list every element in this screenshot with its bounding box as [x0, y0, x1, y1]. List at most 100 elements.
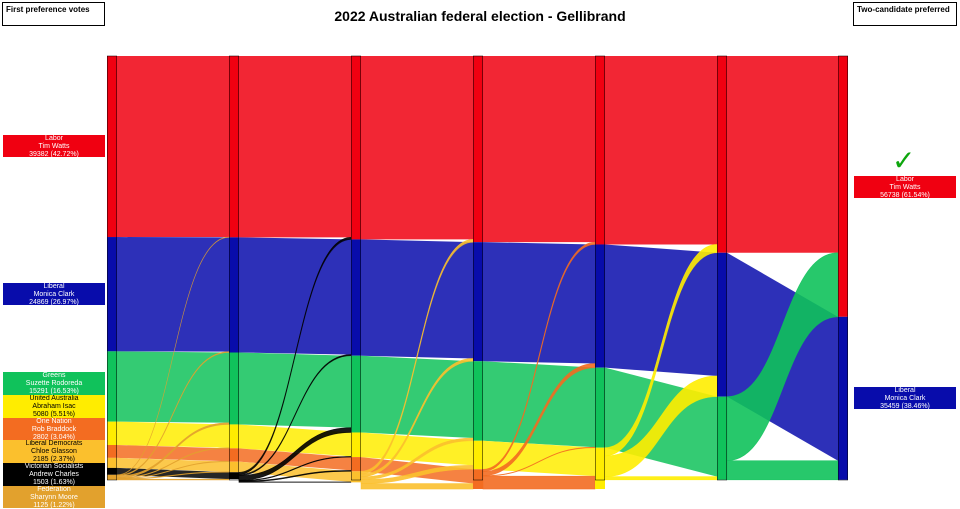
carry-band-greens-1 [239, 352, 351, 428]
candidate-candidate: Andrew Charles [29, 471, 79, 478]
candidate-party: United Australia [29, 395, 79, 402]
candidate-candidate: Suzette Rodoreda [25, 380, 83, 387]
carry-band-labor-2 [361, 56, 473, 240]
candidate-label-federation: Federation Sharynn Moore 1125 (1.22%) [3, 486, 105, 508]
bar-victorian-socialists-stage-1 [229, 472, 239, 480]
carry-band-labor-1 [239, 56, 351, 238]
bar-one-nation-stage-2 [351, 457, 361, 472]
carry-band-liberal-4 [605, 244, 717, 376]
bar-one-nation-stage-0 [107, 444, 117, 458]
bar-greens-stage-0 [107, 351, 117, 422]
candidate-party: Liberal Democrats [25, 440, 83, 447]
carry-band-liberal-democrats-0 [117, 457, 229, 472]
carry-band-liberal-1 [239, 237, 351, 355]
candidate-label-united-australia: United Australia Abraham Isac 5080 (5.51%) [3, 395, 105, 418]
candidate-candidate: Sharynn Moore [30, 494, 78, 501]
final-votes: 35459 (38.46%) [880, 403, 930, 409]
stage-bars [107, 55, 848, 490]
carry-band-one-nation-1 [239, 448, 351, 471]
transfer-federation-to-victorian-socialists [116, 478, 230, 481]
bar-one-nation-stage-1 [229, 448, 239, 462]
bar-one-nation-stage-3 [473, 469, 483, 490]
candidate-votes: 2802 (3.04%) [32, 434, 76, 440]
candidate-party: Victorian Socialists [24, 463, 84, 470]
bar-outline-stage-4 [595, 55, 605, 481]
candidate-candidate: Rob Braddock [31, 426, 77, 433]
candidate-votes: 24869 (26.97%) [29, 299, 79, 305]
final-label-liberal: Liberal Monica Clark 35459 (38.46%) [854, 387, 956, 409]
carry-band-united-australia-2 [361, 432, 473, 466]
candidate-votes: 1125 (1.22%) [33, 502, 75, 508]
candidate-party: One Nation [36, 418, 72, 425]
bar-greens-stage-5 [717, 396, 727, 480]
bar-liberal-stage-5 [717, 252, 727, 397]
bar-outline-stage-3 [473, 55, 483, 481]
bar-liberal-stage-3 [473, 242, 483, 362]
candidate-party: Greens [42, 372, 66, 379]
bar-labor-stage-2 [351, 56, 361, 240]
bar-federation-stage-0 [107, 474, 117, 480]
bar-liberal-stage-1 [229, 237, 239, 353]
carry-band-greens-2 [361, 355, 473, 438]
bar-labor-stage-6 [838, 56, 848, 317]
carry-band-greens-0 [117, 351, 229, 423]
bar-outline-stage-5 [717, 55, 727, 481]
bar-outline-stage-6 [838, 55, 848, 481]
carry-band-labor-3 [483, 56, 595, 243]
carry-band-labor-0 [117, 56, 229, 238]
final-label-labor: Labor Tim Watts 56738 (61.54%) [854, 176, 956, 198]
candidate-party: Labor [45, 135, 63, 142]
carry-band-labor-5 [727, 56, 838, 253]
candidate-votes: 1503 (1.63%) [32, 479, 76, 486]
transfer-one-nation-to-united-australia [482, 475, 596, 490]
transfer-liberal-democrats-to-one-nation [360, 483, 474, 490]
bar-greens-stage-4 [595, 367, 605, 448]
candidate-label-greens: Greens Suzette Rodoreda 15291 (16.53%) [3, 372, 105, 395]
final-party: Labor [896, 176, 914, 183]
bar-outline-stage-0 [107, 55, 117, 481]
candidate-label-victorian-socialists: Victorian Socialists Andrew Charles 1503 (… [3, 463, 105, 486]
carry-band-united-australia-3 [483, 440, 595, 477]
candidate-label-liberal: Liberal Monica Clark 24869 (26.97%) [3, 283, 105, 305]
bar-liberal-stage-6 [838, 316, 848, 480]
bar-outline-stage-1 [229, 55, 239, 481]
bar-liberal-stage-4 [595, 244, 605, 368]
candidate-votes: 39382 (42.72%) [29, 151, 79, 157]
bar-labor-stage-5 [717, 56, 727, 253]
final-candidate: Monica Clark [884, 395, 926, 402]
candidate-label-one-nation: One Nation Rob Braddock 2802 (3.04%) [3, 418, 105, 440]
bar-victorian-socialists-stage-0 [107, 467, 117, 475]
chart-title: 2022 Australian federal election - Gelli… [334, 8, 626, 24]
bar-labor-stage-3 [473, 56, 483, 243]
transfer-united-australia-to-greens [604, 476, 718, 481]
bar-united-australia-stage-1 [229, 424, 239, 449]
candidate-candidate: Chloe Glasson [31, 448, 77, 455]
candidate-party: Liberal [43, 283, 65, 290]
bar-liberal-democrats-stage-0 [107, 457, 117, 468]
candidate-votes: 2185 (2.37%) [32, 456, 76, 463]
candidate-label-liberal-democrats: Liberal Democrats Chloe Glasson 2185 (2.37… [3, 440, 105, 463]
transfer-greens-to-liberal [726, 460, 839, 481]
candidate-label-labor: Labor Tim Watts 39382 (42.72%) [3, 135, 105, 157]
carry-band-liberal-0 [117, 237, 229, 352]
carry-band-greens-3 [483, 361, 595, 448]
bar-liberal-stage-0 [107, 237, 117, 352]
candidate-votes: 15291 (16.53%) [29, 388, 79, 395]
bar-greens-stage-1 [229, 352, 239, 425]
bar-labor-stage-0 [107, 56, 117, 238]
candidate-candidate: Tim Watts [38, 143, 70, 150]
bar-labor-stage-4 [595, 56, 605, 245]
candidate-party: Federation [37, 486, 71, 493]
final-candidate: Tim Watts [889, 184, 921, 191]
flows [116, 56, 839, 490]
bar-liberal-stage-2 [351, 239, 361, 356]
carry-band-liberal-3 [483, 242, 595, 364]
final-votes: 56738 (61.54%) [880, 192, 930, 198]
bar-greens-stage-2 [351, 355, 361, 433]
bar-united-australia-stage-4 [595, 447, 605, 490]
first-preference-header: First preference votes [2, 2, 105, 26]
bar-greens-stage-3 [473, 361, 483, 441]
bar-united-australia-stage-2 [351, 432, 361, 458]
carry-band-liberal-2 [361, 239, 473, 359]
